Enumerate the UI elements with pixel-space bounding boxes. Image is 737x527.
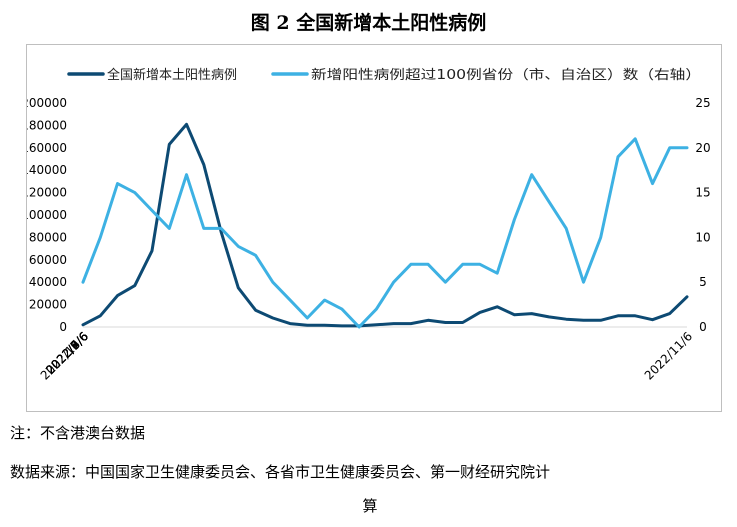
y-right-tick-label: 0	[699, 320, 707, 334]
y-left-tick-label: 80000	[29, 230, 67, 244]
y-left-tick-label: 60000	[29, 253, 67, 267]
y-left-tick-label: 0	[59, 320, 67, 334]
source-note-line1: 数据来源：中国国家卫生健康委员会、各省市卫生健康委员会、第一财经研究院计	[10, 463, 551, 481]
y-left-tick-label: 20000	[29, 298, 67, 312]
legend-label-secondary: 新增阳性病例超过100例省份（市、自治区）数（右轴）	[311, 67, 701, 83]
y-right-tick-label: 10	[695, 230, 710, 244]
series-line-secondary	[81, 137, 689, 329]
footnote: 注：不含港澳台数据	[10, 424, 146, 442]
line-chart: 0 20000 40000 60000 80000 100000 120000 140000 1…	[27, 67, 711, 383]
legend-label-primary: 全国新增本土阳性病例	[107, 67, 237, 83]
source-note-line2: 算	[362, 497, 378, 515]
y-right-tick-label: 15	[695, 186, 710, 200]
y-left-tick-label: 200000	[27, 96, 67, 110]
chart-frame: 0 20000 40000 60000 80000 100000 120000 140000 1…	[26, 44, 722, 412]
x-tick-label: 2022/10/6	[38, 329, 91, 382]
y-left-tick-label: 180000	[27, 118, 67, 132]
figure-title: 图 2 全国新增本土阳性病例	[250, 12, 487, 34]
y-left-tick-label: 100000	[27, 208, 67, 222]
x-tick-label: 2022/11/6	[642, 329, 695, 382]
series-line-primary	[81, 122, 689, 328]
y-left-tick-label: 140000	[27, 163, 67, 177]
y-left-tick-label: 120000	[27, 186, 67, 200]
y-right-tick-label: 5	[699, 275, 707, 289]
source-note: 数据来源：中国国家卫生健康委员会、各省市卫生健康委员会、第一财经研究院计算	[10, 455, 730, 523]
y-left-tick-label: 160000	[27, 141, 67, 155]
y-left-tick-label: 40000	[29, 275, 67, 289]
y-right-tick-label: 25	[695, 96, 710, 110]
y-right-tick-label: 20	[695, 141, 710, 155]
